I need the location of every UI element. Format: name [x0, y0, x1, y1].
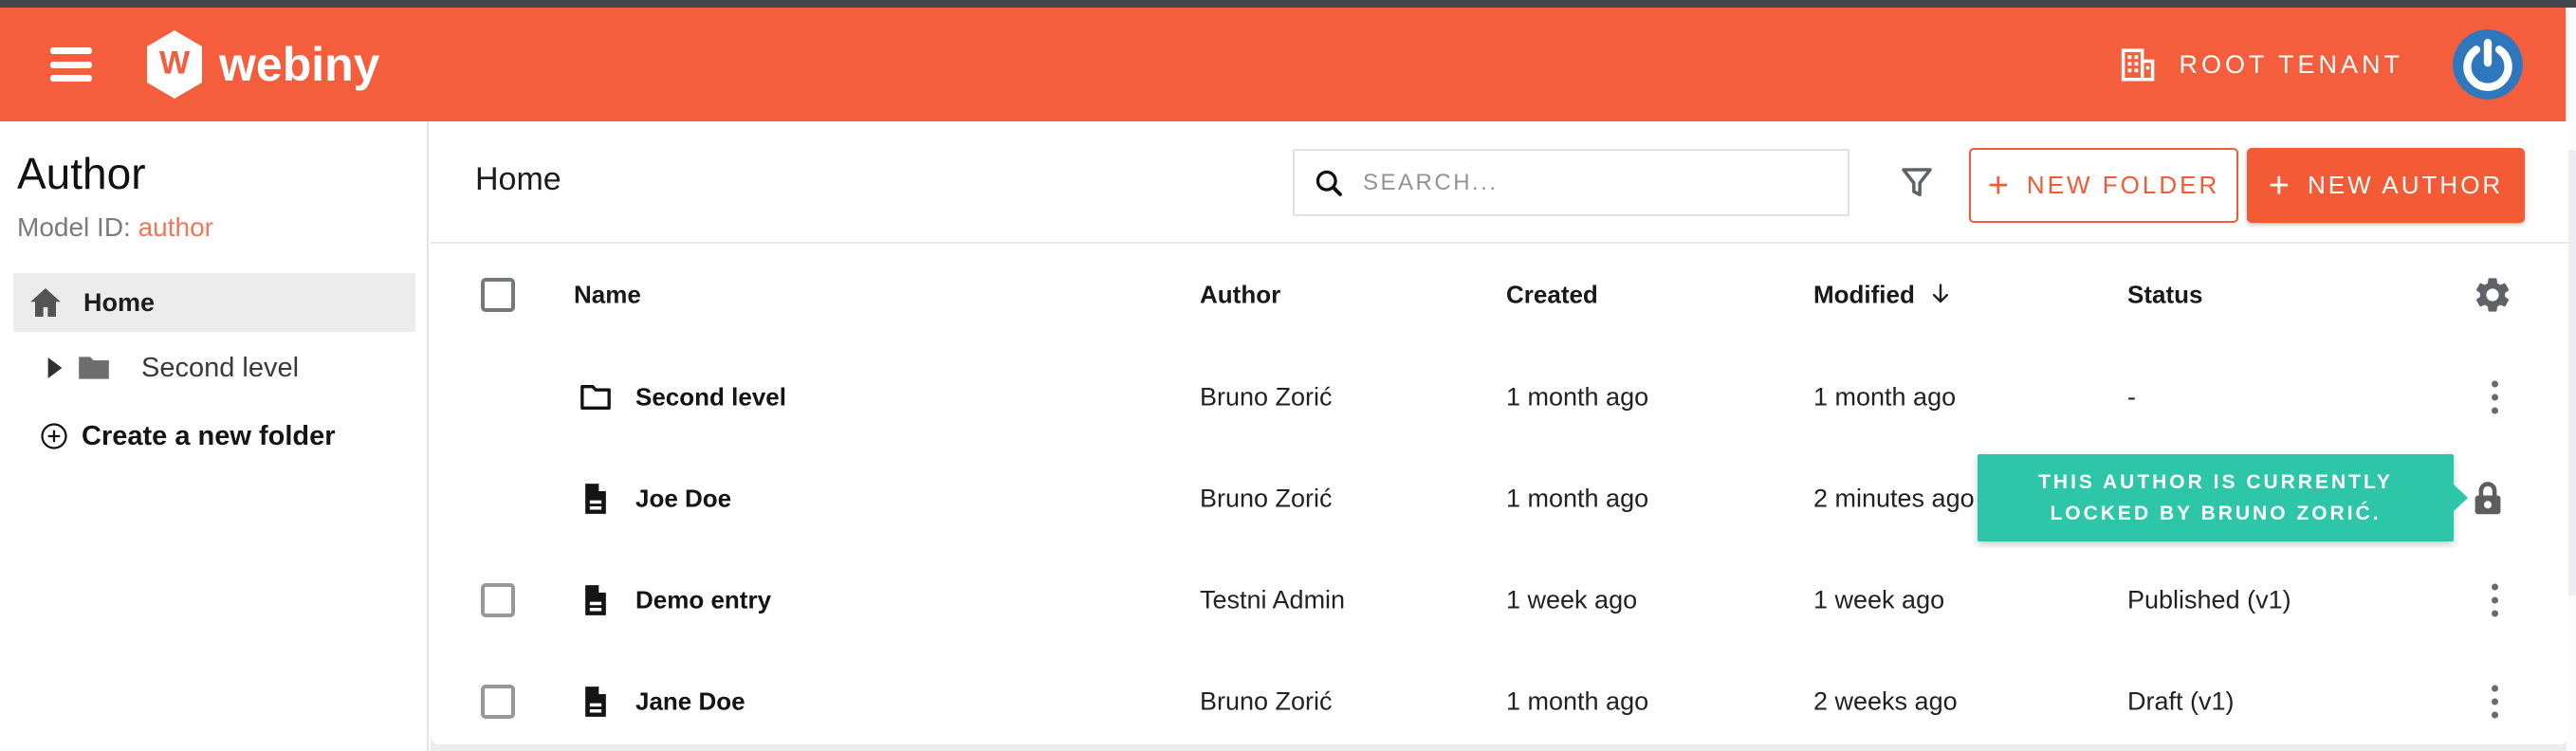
column-header-modified[interactable]: Modified: [1813, 280, 1955, 309]
content-card: Home + NEW FOLDER + NEW AUTHOR Name: [431, 121, 2568, 744]
row-status: Draft (v1): [2127, 687, 2235, 715]
chevron-right-icon: [47, 357, 63, 378]
lock-icon[interactable]: [2466, 477, 2510, 521]
create-folder-button[interactable]: Create a new folder: [0, 412, 429, 461]
table-row-second-level[interactable]: Second level Bruno Zorić 1 month ago 1 m…: [431, 346, 2568, 449]
row-author: Testni Admin: [1200, 585, 1346, 614]
row-created: 1 month ago: [1506, 382, 1649, 411]
sidebar: Author Model ID: author Home Second leve…: [0, 121, 429, 751]
row-checkbox[interactable]: [481, 582, 515, 617]
row-modified: 2 minutes ago: [1813, 484, 1975, 512]
funnel-icon: [1902, 168, 1932, 196]
building-icon: [2122, 48, 2155, 82]
lock-tooltip-line2: LOCKED BY BRUNO ZORIĆ.: [2050, 503, 2382, 524]
breadcrumb-current-folder: Home: [475, 161, 561, 197]
row-name[interactable]: Jane Doe: [635, 687, 745, 715]
row-created: 1 week ago: [1506, 585, 1638, 614]
app-bar: W webiny ROOT TENANT: [0, 8, 2567, 121]
row-actions-menu[interactable]: [2479, 380, 2510, 413]
new-author-label: NEW AUTHOR: [2307, 171, 2504, 199]
table-row-jane-doe[interactable]: Jane Doe Bruno Zorić 1 month ago 2 weeks…: [431, 650, 2568, 744]
model-title: Author: [17, 149, 146, 198]
document-icon: [585, 584, 606, 615]
plus-circle-icon: [41, 423, 67, 449]
row-status: Published (v1): [2127, 585, 2291, 614]
tenant-label: ROOT TENANT: [2179, 49, 2403, 79]
sidebar-item-second-level[interactable]: Second level: [0, 341, 429, 394]
lock-tooltip: THIS AUTHOR IS CURRENTLY LOCKED BY BRUNO…: [1978, 454, 2468, 541]
folder-icon: [79, 357, 109, 379]
home-icon: [30, 288, 61, 317]
row-modified: 1 week ago: [1813, 585, 1945, 614]
column-header-name[interactable]: Name: [574, 280, 641, 308]
row-author: Bruno Zorić: [1200, 484, 1333, 512]
row-modified: 1 month ago: [1813, 382, 1957, 411]
table-row-demo-entry[interactable]: Demo entry Testni Admin 1 week ago 1 wee…: [431, 549, 2568, 652]
row-actions-menu[interactable]: [2479, 685, 2510, 718]
webiny-wordmark: webiny: [219, 38, 380, 91]
model-id: Model ID: author: [17, 212, 213, 243]
webiny-hexagon-icon: W: [147, 30, 202, 99]
lock-tooltip-line1: THIS AUTHOR IS CURRENTLY: [2038, 471, 2393, 493]
row-name[interactable]: Demo entry: [635, 585, 772, 614]
webiny-logo-letter: W: [158, 45, 191, 82]
sidebar-item-label: Home: [83, 287, 156, 317]
table-header: Name Author Created Modified Status: [431, 244, 2568, 469]
scrollbar-thumb[interactable]: [2567, 150, 2576, 595]
tenant-selector[interactable]: ROOT TENANT: [2118, 45, 2403, 84]
create-folder-label: Create a new folder: [82, 420, 336, 451]
row-author: Bruno Zorić: [1200, 382, 1333, 411]
search-icon: [1316, 170, 1342, 196]
new-author-button[interactable]: + NEW AUTHOR: [2247, 148, 2525, 223]
search-input[interactable]: [1361, 168, 1801, 197]
document-icon: [585, 686, 606, 717]
window-top-strip: [0, 0, 2576, 8]
row-checkbox[interactable]: [481, 684, 515, 719]
select-all-checkbox[interactable]: [481, 277, 515, 312]
header-divider: [431, 242, 2568, 244]
search-box: [1293, 149, 1849, 216]
table-settings-gear-icon[interactable]: [2472, 274, 2513, 316]
new-folder-label: NEW FOLDER: [2026, 171, 2220, 199]
sort-descending-icon: [1932, 284, 1948, 303]
document-icon: [585, 483, 606, 514]
user-avatar[interactable]: [2453, 29, 2523, 100]
row-modified: 2 weeks ago: [1813, 687, 1958, 715]
table-row-joe-doe[interactable]: Joe Doe Bruno Zorić 1 month ago 2 minute…: [431, 448, 2568, 551]
sidebar-item-label: Second level: [141, 352, 300, 383]
row-created: 1 month ago: [1506, 687, 1649, 715]
column-header-created[interactable]: Created: [1506, 280, 1598, 308]
row-name[interactable]: Second level: [635, 382, 786, 411]
hamburger-menu-icon[interactable]: [50, 47, 92, 82]
sidebar-item-home[interactable]: Home: [13, 273, 415, 332]
row-actions-menu[interactable]: [2479, 583, 2510, 616]
model-id-value: author: [138, 212, 214, 242]
tooltip-arrow: [2453, 484, 2468, 512]
row-name[interactable]: Joe Doe: [635, 484, 732, 512]
filter-button[interactable]: [1893, 159, 1941, 207]
model-id-label: Model ID:: [17, 212, 138, 242]
row-status: -: [2127, 382, 2136, 411]
folder-outline-icon: [580, 384, 611, 410]
webiny-logo[interactable]: W webiny: [147, 30, 379, 99]
column-header-author: Author: [1200, 280, 1281, 308]
column-header-status: Status: [2127, 280, 2203, 308]
new-folder-button[interactable]: + NEW FOLDER: [1969, 148, 2238, 223]
row-created: 1 month ago: [1506, 484, 1649, 512]
row-author: Bruno Zorić: [1200, 687, 1333, 715]
